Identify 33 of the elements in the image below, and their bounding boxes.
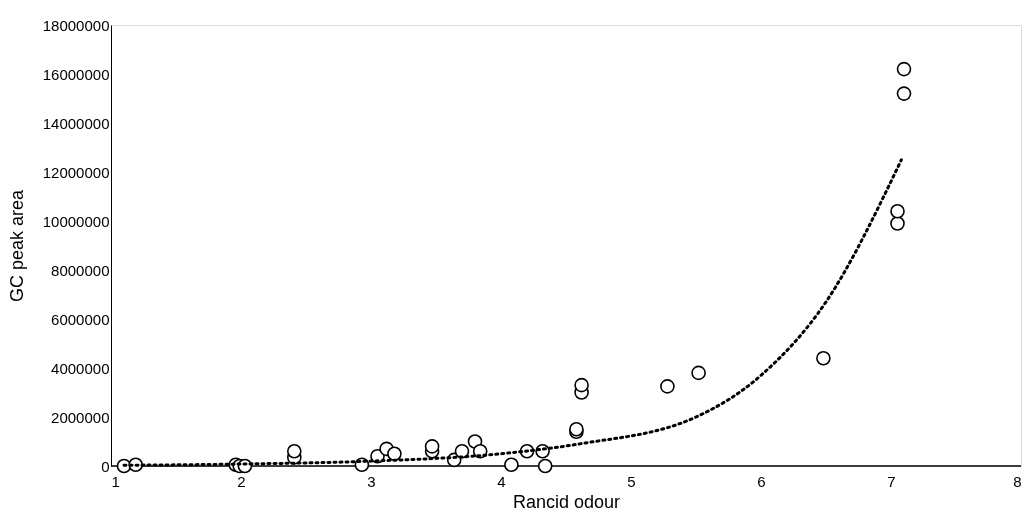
y-axis-title: GC peak area — [6, 188, 27, 303]
point — [504, 457, 519, 473]
x-tick-label: 4 — [497, 472, 506, 490]
point — [890, 203, 905, 219]
point — [537, 458, 553, 474]
point — [816, 350, 831, 366]
y-tick-label: 6000000 — [51, 310, 110, 328]
point — [660, 379, 675, 394]
x-tick-label: 7 — [887, 472, 896, 490]
point — [890, 216, 905, 231]
x-tick-label: 2 — [237, 472, 246, 490]
y-tick-label: 16000000 — [42, 65, 110, 83]
x-tick-label: 5 — [627, 472, 636, 490]
y-tick-label: 10000000 — [42, 212, 110, 230]
y-tick-label: 2000000 — [51, 408, 110, 426]
point — [896, 86, 912, 101]
y-tick-label: 14000000 — [42, 114, 110, 132]
y-tick-label: 18000000 — [42, 16, 110, 34]
x-tick-label: 6 — [757, 472, 766, 490]
y-tick-label: 0 — [101, 457, 110, 475]
x-axis-title: Rancid odour — [512, 491, 621, 512]
x-tick-label: 1 — [111, 472, 120, 490]
point — [286, 443, 302, 459]
point — [574, 377, 589, 393]
y-tick-label: 12000000 — [42, 163, 110, 181]
x-tick-label: 8 — [1013, 472, 1022, 490]
y-tick-label: 4000000 — [51, 359, 110, 377]
point — [896, 61, 912, 77]
point — [387, 446, 402, 462]
y-tick-label: 8000000 — [51, 261, 110, 279]
point — [424, 439, 440, 454]
point — [691, 365, 706, 381]
x-tick-label: 3 — [367, 472, 376, 490]
